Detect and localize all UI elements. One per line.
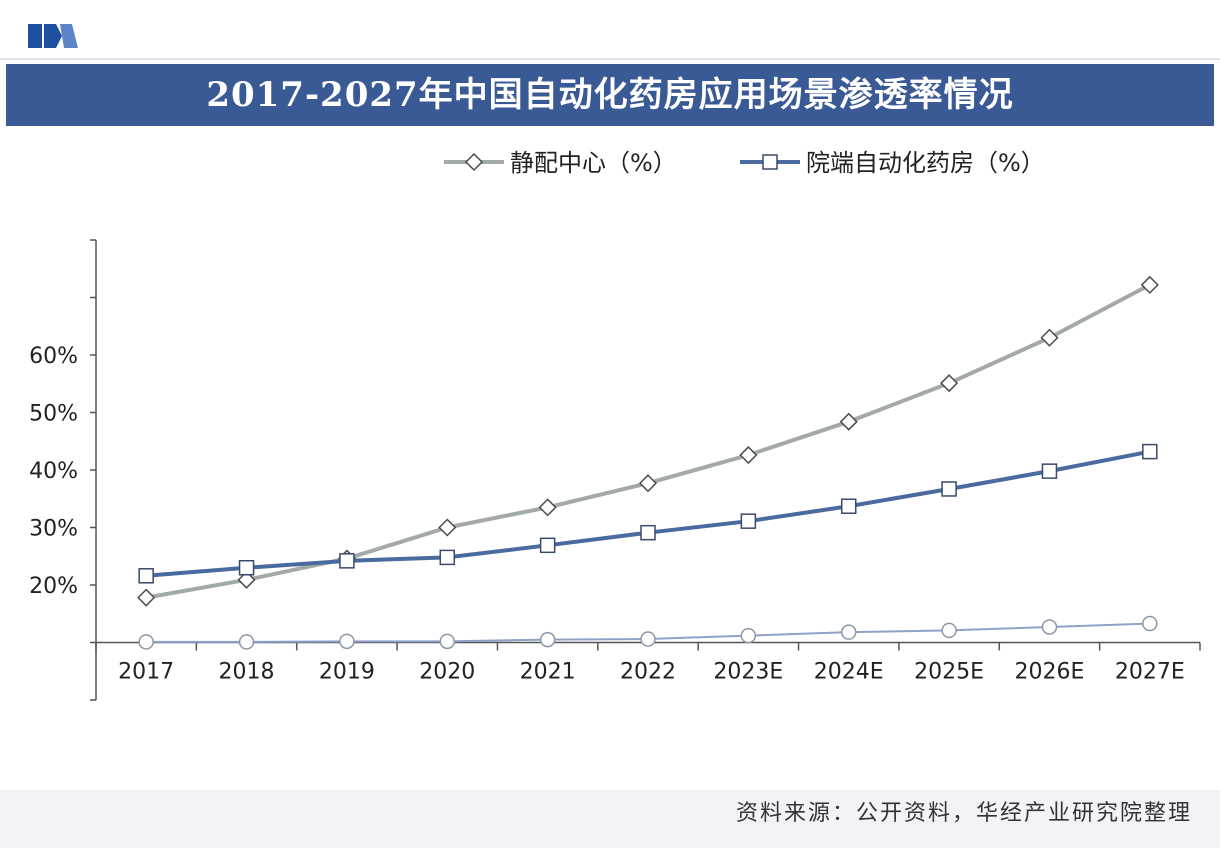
data-point-square [640,524,656,541]
title-banner: 2017-2027年中国自动化药房应用场景渗透率情况 [6,64,1214,126]
data-point-circle [941,622,957,639]
top-banner [0,0,1220,60]
x-tick-label: 2026E [1015,660,1085,685]
x-tick-label: 2024E [814,660,884,685]
legend-label-2: 院端自动化药房（%） [806,149,1045,177]
data-point-diamond [839,412,858,431]
data-point-circle [1041,619,1058,635]
x-tick-label: 2025E [914,660,984,685]
series-line-2 [146,449,1151,578]
data-point-diamond [1140,275,1159,294]
chart-title: 2017-2027年中国自动化药房应用场景渗透率情况 [206,75,1014,115]
data-point-square [740,513,757,529]
line-chart: 20% 30% 40% 50% 60% 2017 2018 2019 2020 2021 2022 2… [29,149,1201,701]
data-point-square [941,481,957,497]
data-point-diamond [438,518,457,537]
x-tick-label: 2018 [219,660,275,685]
data-point-square [138,568,154,584]
y-tick-label: 30% [29,517,78,542]
x-tick-label: 2022 [620,660,676,685]
data-point-square [238,560,255,576]
x-tick-label: 2027E [1115,660,1185,685]
data-point-circle [640,631,656,647]
x-tick-label: 2021 [520,660,576,685]
data-point-circle [1142,615,1158,632]
legend-label-1: 静配中心（%） [510,149,677,177]
data-point-diamond [739,445,758,465]
data-point-square [539,537,556,554]
y-tick-label: 50% [29,402,78,427]
data-point-diamond [1040,328,1059,347]
data-point-circle [439,633,456,650]
header-divider [0,58,1220,60]
y-tick-label: 20% [29,574,78,599]
data-point-circle [339,633,355,650]
data-point-diamond [538,498,557,517]
data-point-square [1041,463,1058,479]
data-point-circle [138,634,154,650]
y-tick-label: 40% [29,459,78,484]
x-tick-label: 2019 [319,660,375,685]
y-tick-label: 60% [29,344,78,369]
series-line-1 [145,283,1151,600]
data-point-circle [539,631,556,648]
data-point-square [1142,443,1158,460]
data-point-diamond [137,588,156,607]
legend-marker-diamond [464,152,484,172]
data-point-square [439,549,456,566]
x-tick-label: 2020 [419,660,475,685]
data-point-circle [238,634,255,650]
data-point-diamond [638,474,658,493]
data-point-diamond [940,374,959,393]
brand-logo-icon [28,24,78,48]
source-footer: 资料来源：公开资料，华经产业研究院整理 [0,790,1220,848]
data-point-circle [840,624,857,640]
data-point-diamond [237,570,256,589]
x-tick-label: 2017 [118,660,174,685]
x-tick-label: 2023E [713,660,783,685]
data-point-square [840,498,857,514]
legend-marker-square [762,154,778,170]
data-point-square [339,553,355,569]
source-note: 资料来源：公开资料，华经产业研究院整理 [735,801,1192,826]
data-point-circle [740,627,757,644]
